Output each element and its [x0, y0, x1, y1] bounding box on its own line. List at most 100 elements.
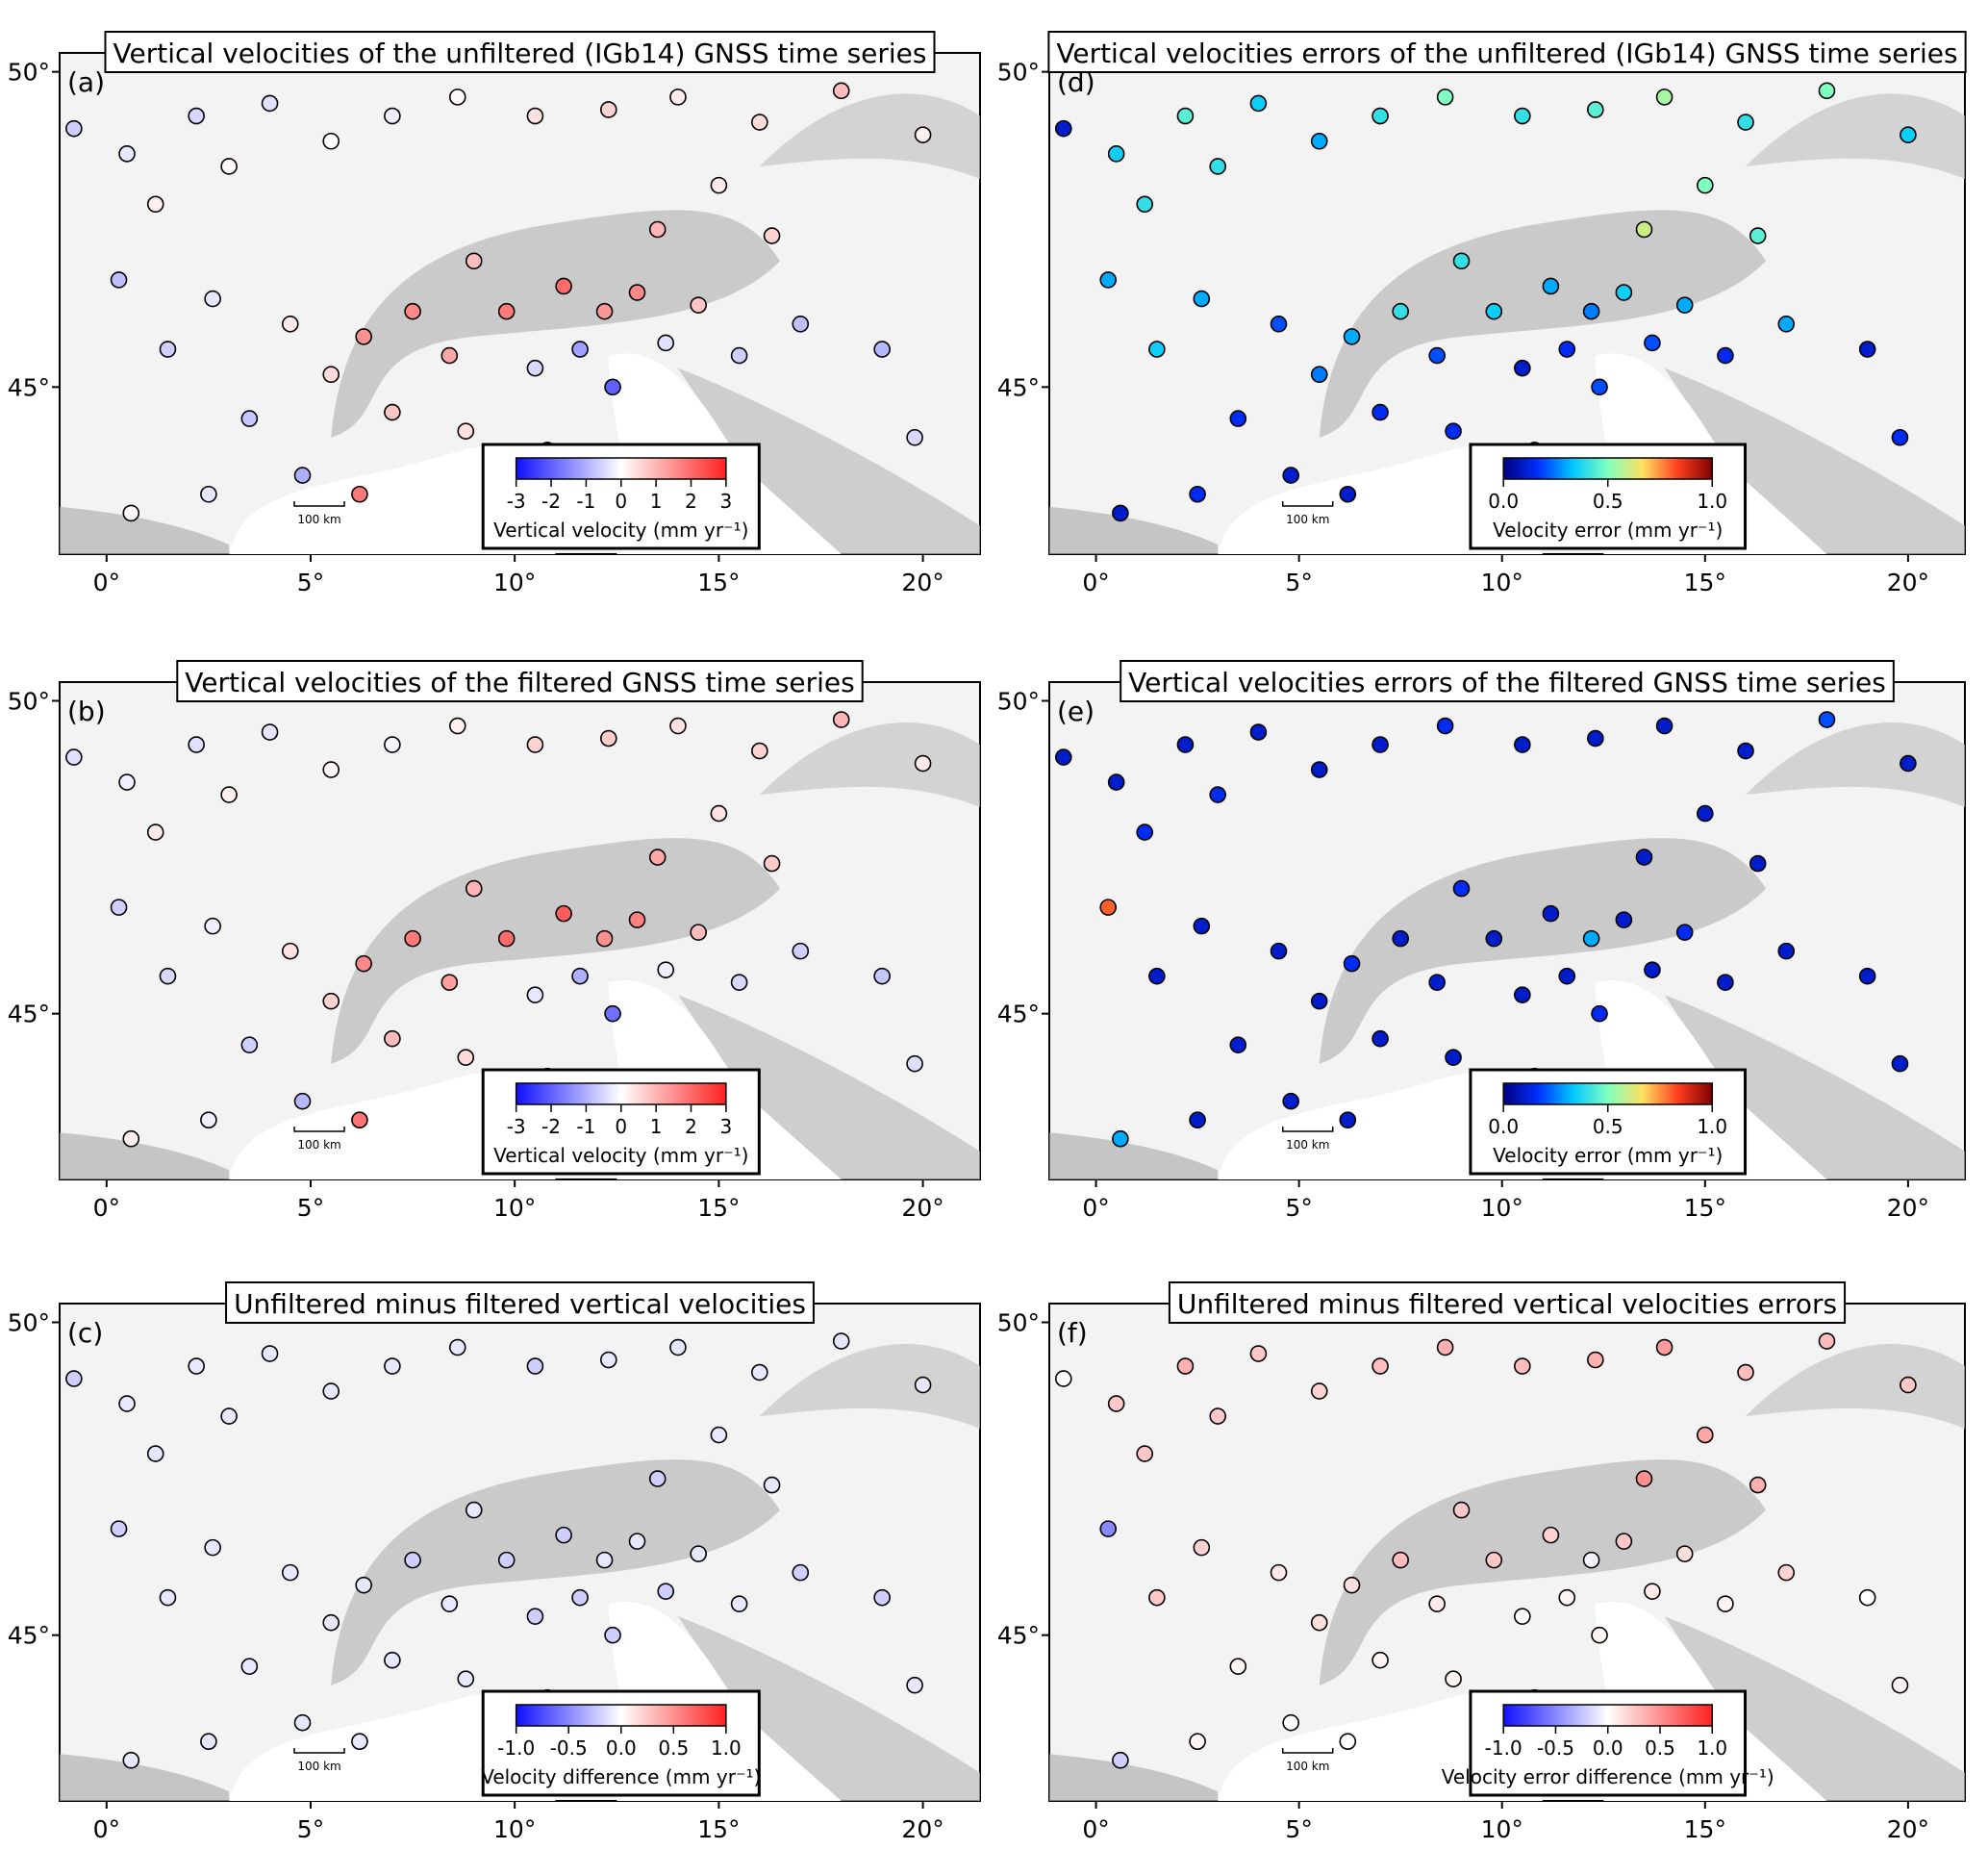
station	[1445, 1049, 1462, 1066]
station	[1558, 341, 1576, 358]
station	[1675, 924, 1694, 941]
station	[1371, 736, 1389, 753]
x-tick-label: 15°	[697, 569, 740, 596]
colorbar	[1502, 1704, 1713, 1727]
colorbar-tick-label: 0.0	[1488, 1115, 1519, 1138]
colorbar-label: Vertical velocity (mm yr⁻¹)	[493, 519, 748, 542]
station	[1635, 849, 1653, 866]
station	[322, 761, 340, 778]
station	[146, 1445, 164, 1462]
station	[657, 334, 675, 352]
station	[1392, 1551, 1409, 1569]
station	[1591, 1004, 1608, 1023]
station	[322, 132, 340, 150]
scale-bar	[293, 1748, 345, 1754]
station	[1343, 1576, 1361, 1594]
mediterranean-sea	[1218, 1693, 1543, 1801]
y-tick-label: 50°	[8, 688, 50, 716]
colorbar-tick-label: 3	[720, 490, 733, 513]
colorbar-tick-label: -3	[507, 490, 526, 513]
station	[751, 114, 768, 131]
dinarides	[1664, 367, 1965, 554]
scale-bar	[1282, 501, 1334, 507]
station	[1371, 403, 1389, 421]
station	[1485, 302, 1503, 320]
colorbar-tick-label: 2	[685, 1115, 697, 1138]
station	[1176, 736, 1195, 753]
station	[1514, 986, 1531, 1003]
station	[1209, 158, 1227, 175]
colorbar-tick-label: -1.0	[1485, 1736, 1522, 1760]
station	[204, 1538, 221, 1557]
station	[1339, 485, 1357, 503]
station	[555, 277, 572, 295]
station	[1282, 467, 1299, 484]
station	[1189, 1111, 1206, 1129]
colorbar-tick-label: 0.0	[1488, 490, 1519, 513]
station	[873, 1588, 891, 1607]
x-tick-label: 0°	[93, 1815, 120, 1843]
alps	[331, 838, 781, 1064]
scale-bar-label: 100 km	[297, 1138, 340, 1152]
panel-label: (f)	[1057, 1317, 1088, 1349]
x-tick-label: 0°	[93, 569, 120, 596]
x-tick-label: 20°	[1887, 1194, 1929, 1222]
station	[1818, 1332, 1836, 1350]
station	[384, 1029, 401, 1048]
pyrenees	[1049, 1754, 1219, 1801]
y-tick-label: 50°	[8, 59, 50, 87]
station	[571, 1588, 589, 1607]
y-tick-label: 45°	[8, 373, 50, 401]
station	[497, 1551, 516, 1569]
station	[200, 485, 217, 503]
station	[710, 176, 728, 194]
y-tick-label: 50°	[997, 59, 1040, 87]
colorbar-tick-label: 1	[650, 490, 663, 513]
station	[384, 403, 401, 421]
colorbar	[1502, 1082, 1713, 1105]
dinarides	[677, 995, 980, 1179]
x-tick-label: 15°	[1684, 1815, 1726, 1843]
station	[188, 736, 205, 753]
station	[690, 296, 707, 314]
station	[1270, 315, 1288, 333]
y-tick-label: 50°	[997, 688, 1040, 716]
station	[1655, 1338, 1673, 1356]
x-tick-label: 20°	[1887, 569, 1929, 596]
colorbar-tick-label: 0.0	[1593, 1736, 1623, 1760]
station	[146, 195, 164, 214]
station	[497, 929, 516, 948]
colorbar-tick-label: -2	[541, 1115, 561, 1138]
station	[1717, 974, 1734, 991]
station	[906, 428, 923, 446]
y-tick-label: 45°	[997, 1622, 1040, 1650]
colorbar-tick-label: 2	[685, 490, 697, 513]
title-box	[1168, 1281, 1847, 1324]
station	[792, 1563, 810, 1582]
colorbar-tick-label: -1	[576, 1115, 595, 1138]
carpathians	[1746, 1344, 1965, 1430]
station	[1099, 1520, 1118, 1537]
station	[1777, 315, 1796, 333]
colorbar-label: Velocity error (mm yr⁻¹)	[1493, 1144, 1723, 1167]
y-tick-label: 50°	[8, 1309, 50, 1337]
station	[1818, 711, 1836, 728]
station	[1542, 277, 1560, 295]
station	[1310, 1382, 1328, 1400]
station	[188, 107, 205, 125]
pyrenees	[1049, 1132, 1219, 1179]
station	[240, 410, 259, 427]
station	[1136, 1445, 1154, 1462]
station	[1514, 736, 1531, 753]
station	[240, 1036, 259, 1053]
station	[322, 1382, 340, 1400]
station	[1371, 107, 1389, 125]
station	[1310, 992, 1328, 1010]
station	[384, 1651, 401, 1669]
station	[204, 917, 221, 935]
y-tick-label: 45°	[8, 1622, 50, 1650]
station	[595, 929, 614, 948]
x-tick-label: 10°	[1481, 1815, 1523, 1843]
